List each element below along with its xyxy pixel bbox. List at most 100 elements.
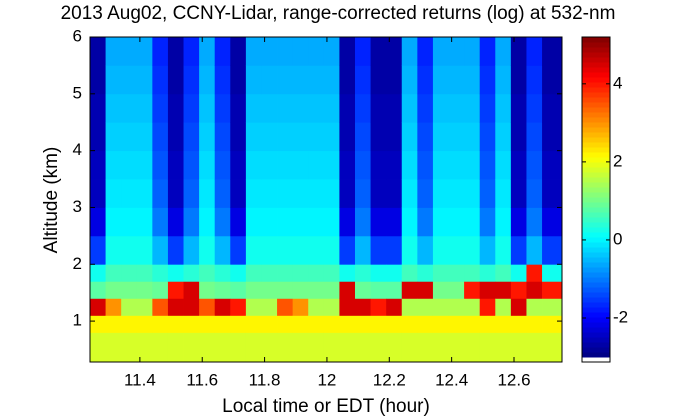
cell xyxy=(526,122,543,152)
cell xyxy=(277,281,294,299)
cell xyxy=(199,298,216,316)
cell xyxy=(354,264,371,282)
cell xyxy=(214,298,231,316)
cell xyxy=(152,93,169,123)
cell xyxy=(432,65,449,95)
cell xyxy=(448,298,465,316)
cell xyxy=(121,93,138,123)
cell xyxy=(167,332,184,363)
cell xyxy=(214,179,231,208)
cell xyxy=(183,65,200,95)
colorbar-swatch xyxy=(582,132,610,138)
cell xyxy=(401,264,418,282)
cell xyxy=(479,93,496,123)
colorbar-swatch xyxy=(582,247,610,253)
cell xyxy=(323,207,340,237)
cell xyxy=(90,207,106,237)
cell xyxy=(167,150,184,180)
cell xyxy=(136,179,153,208)
cell xyxy=(339,332,356,363)
colorbar-swatch xyxy=(582,347,610,353)
cell xyxy=(526,315,543,333)
cell xyxy=(308,281,325,299)
cell xyxy=(370,93,387,123)
cell xyxy=(510,179,527,208)
cell xyxy=(136,235,153,265)
cell xyxy=(261,332,278,363)
cell xyxy=(183,315,200,333)
cell xyxy=(479,332,496,363)
colorbar-swatch xyxy=(582,177,610,183)
cell xyxy=(323,122,340,152)
cell xyxy=(401,122,418,152)
cell xyxy=(417,37,434,66)
colorbar-swatch xyxy=(582,212,610,218)
cell xyxy=(105,122,122,152)
cell xyxy=(90,264,106,282)
y-tick-label: 5 xyxy=(73,83,82,102)
cell xyxy=(370,122,387,152)
cell xyxy=(308,179,325,208)
cell xyxy=(199,93,216,123)
cell xyxy=(401,37,418,66)
cell xyxy=(510,207,527,237)
cell xyxy=(448,281,465,299)
cell xyxy=(105,281,122,299)
colorbar-swatch xyxy=(582,267,610,273)
cell xyxy=(323,150,340,180)
colorbar-swatch xyxy=(582,217,610,223)
cell xyxy=(370,207,387,237)
cell xyxy=(121,122,138,152)
cell xyxy=(308,315,325,333)
cell xyxy=(354,332,371,363)
cell xyxy=(510,37,527,66)
colorbar-swatch xyxy=(582,317,610,323)
x-tick-label: 12.4 xyxy=(435,370,468,389)
cell xyxy=(167,93,184,123)
cell xyxy=(199,37,216,66)
cell xyxy=(214,65,231,95)
x-tick-label: 12 xyxy=(317,370,336,389)
cell xyxy=(230,150,247,180)
cell xyxy=(370,179,387,208)
cell xyxy=(245,93,262,123)
cell xyxy=(323,332,340,363)
cell xyxy=(526,93,543,123)
cell xyxy=(339,281,356,299)
colorbar-swatch xyxy=(582,222,610,228)
cell xyxy=(277,315,294,333)
cell xyxy=(464,281,481,299)
cell xyxy=(245,65,262,95)
cell xyxy=(245,264,262,282)
cell xyxy=(386,93,403,123)
cell xyxy=(90,281,106,299)
colorbar-swatch xyxy=(582,277,610,283)
cell xyxy=(510,122,527,152)
colorbar-swatch xyxy=(582,237,610,243)
cell xyxy=(542,179,563,208)
cell xyxy=(542,298,563,316)
colorbar-swatch xyxy=(582,72,610,78)
cell xyxy=(230,207,247,237)
cell xyxy=(261,264,278,282)
cell xyxy=(308,264,325,282)
cell xyxy=(542,65,563,95)
cell xyxy=(495,264,512,282)
cell xyxy=(261,298,278,316)
cell xyxy=(105,332,122,363)
cell xyxy=(323,315,340,333)
cell xyxy=(386,281,403,299)
cell xyxy=(152,65,169,95)
cell xyxy=(417,315,434,333)
cell xyxy=(448,65,465,95)
cell xyxy=(199,122,216,152)
cell xyxy=(167,264,184,282)
cell xyxy=(401,93,418,123)
cell xyxy=(495,179,512,208)
colorbar-frame xyxy=(581,36,611,363)
x-tick-label: 11.8 xyxy=(249,370,281,389)
cell xyxy=(245,207,262,237)
cell xyxy=(230,298,247,316)
cell xyxy=(370,315,387,333)
cell xyxy=(510,264,527,282)
